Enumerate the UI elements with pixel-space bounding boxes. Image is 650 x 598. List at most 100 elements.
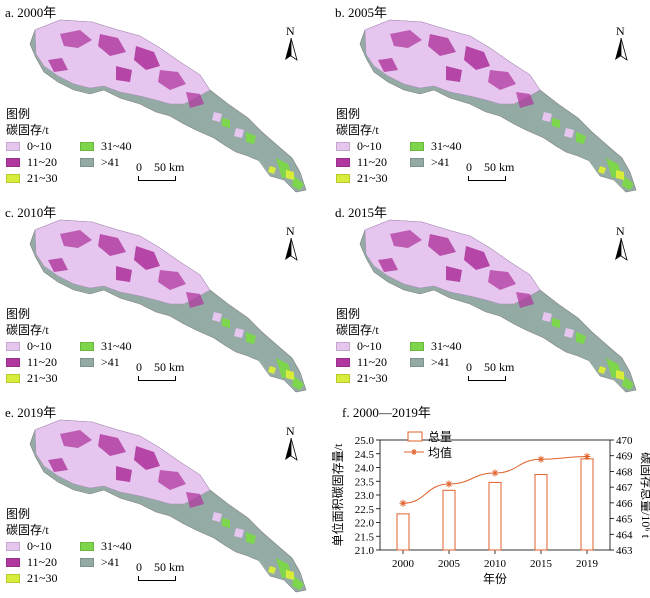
legend-unit: 碳固存/t	[6, 523, 49, 537]
legend-item: 31~40	[80, 138, 142, 154]
north-label: N	[616, 24, 625, 38]
line-point	[491, 469, 499, 477]
scale-zero: 0	[466, 160, 472, 174]
chart-title: f. 2000—2019年	[342, 405, 431, 420]
map-legend: 图例 碳固存/t 0~10 31~40 11~20 >41 21~30	[336, 106, 472, 186]
y-right-tick-label: 467	[616, 482, 633, 494]
scale-zero: 0	[136, 560, 142, 574]
x-tick-label: 2019	[576, 558, 599, 570]
scale-label: 50 km	[154, 360, 185, 374]
scale-bar: 0 50 km	[466, 360, 526, 382]
north-arrow-icon: N	[283, 24, 303, 66]
y-right-tick-label: 470	[616, 435, 633, 447]
legend-item: 0~10	[6, 138, 68, 154]
panel-title: c. 2010年	[5, 205, 57, 220]
legend-item: 11~20	[6, 554, 68, 570]
x-tick-label: 2015	[530, 558, 553, 570]
legend-item: 31~40	[80, 538, 142, 554]
legend-unit: 碳固存/t	[336, 123, 379, 137]
chart-panel: f. 2000—2019年 21.0 21.5 22.0 22.5 23.0 23.5 24…	[330, 400, 650, 596]
bar-total	[396, 513, 410, 551]
map-legend: 图例 碳固存/t 0~10 31~40 11~20 >41 21~30	[6, 106, 142, 186]
y-right-tick-label: 468	[616, 466, 633, 478]
y-right-tick-label: 463	[616, 545, 633, 557]
legend-label-mean: 均值	[428, 445, 452, 460]
legend-item: 21~30	[6, 170, 68, 186]
region-map	[29, 219, 307, 393]
map-panel: b. 2005年 N 图例 碳固存/t 0~10 31~40 11~20 >41…	[330, 0, 650, 198]
scale-bar: 0 50 km	[136, 360, 196, 382]
legend-item: >41	[80, 554, 142, 570]
y-left-tick-label: 24.0	[355, 463, 375, 475]
y-right-tick-label: 464	[616, 529, 633, 541]
north-label: N	[286, 424, 295, 438]
map-panel: c. 2010年 N 图例 碳固存/t 0~10 31~40 11~20 >41…	[0, 200, 320, 398]
panel-title: a. 2000年	[5, 5, 57, 20]
map-legend: 图例 碳固存/t 0~10 31~40 11~20 >41 21~30	[6, 506, 142, 586]
legend-item: 0~10	[6, 338, 68, 354]
north-arrow-icon: N	[613, 224, 633, 266]
legend-item: 11~20	[6, 154, 68, 170]
legend-heading: 图例	[6, 507, 31, 521]
legend-item: >41	[410, 154, 472, 170]
y-left-tick-label: 23.5	[355, 476, 375, 488]
map-panel: a. 2000年 N 图例 碳固存/t 0~10 31~40 11~20 >41…	[0, 0, 320, 198]
map-legend: 图例 碳固存/t 0~10 31~40 11~20 >41 21~30	[6, 306, 142, 386]
bar-total	[534, 474, 548, 551]
y-left-tick-label: 22.5	[355, 504, 375, 516]
north-arrow-icon: N	[283, 424, 303, 466]
line-point	[445, 480, 453, 488]
x-tick-label: 2000	[392, 558, 415, 570]
y-right-axis-label: 碳固存总量/10⁶ t	[639, 452, 650, 539]
y-left-tick-label: 21.0	[355, 545, 375, 557]
legend-heading: 图例	[6, 107, 31, 121]
scale-label: 50 km	[154, 160, 185, 174]
scale-zero: 0	[136, 360, 142, 374]
legend-item: 21~30	[6, 370, 68, 386]
legend-item: 0~10	[336, 138, 398, 154]
scale-label: 50 km	[484, 360, 515, 374]
y-left-tick-label: 25.0	[355, 435, 375, 447]
north-label: N	[286, 24, 295, 38]
scale-label: 50 km	[154, 560, 185, 574]
north-arrow-icon: N	[613, 24, 633, 66]
map-panel: d. 2015年 N 图例 碳固存/t 0~10 31~40 11~20 >41…	[330, 200, 650, 398]
legend-swatch-mean-star	[411, 449, 417, 455]
legend-item: 0~10	[6, 538, 68, 554]
region-map	[29, 19, 307, 193]
scale-bar: 0 50 km	[136, 560, 196, 582]
legend-unit: 碳固存/t	[6, 323, 49, 337]
legend-item: 11~20	[336, 154, 398, 170]
region-map	[359, 19, 637, 193]
panel-title: d. 2015年	[335, 205, 388, 220]
x-axis-label: 年份	[483, 572, 507, 586]
north-label: N	[286, 224, 295, 238]
scale-zero: 0	[466, 360, 472, 374]
legend-item: 0~10	[336, 338, 398, 354]
y-left-tick-label: 24.5	[355, 449, 375, 461]
panel-title: b. 2005年	[335, 5, 388, 20]
y-left-tick-label: 22.0	[355, 518, 375, 530]
legend-item: 11~20	[6, 354, 68, 370]
legend-item: 21~30	[336, 370, 398, 386]
line-bar-chart: 21.0 21.522.0 22.5 23.0 23.524.0 24.5 25.0 463 4…	[330, 430, 650, 586]
y-left-tick-label: 21.5	[355, 531, 375, 543]
scale-zero: 0	[136, 160, 142, 174]
legend-item: 21~30	[336, 170, 398, 186]
map-panel: e. 2019年 N 图例 碳固存/t 0~10 31~40 11~20 >41…	[0, 400, 320, 598]
scale-bar: 0 50 km	[136, 160, 196, 182]
line-point	[583, 453, 591, 460]
legend-item: >41	[410, 354, 472, 370]
y-left-tick-label: 23.0	[355, 490, 375, 502]
y-left-axis-label: 单位面积碳固存量/t	[330, 443, 345, 546]
legend-swatch-total	[407, 431, 423, 442]
legend-unit: 碳固存/t	[6, 123, 49, 137]
region-map	[359, 219, 637, 393]
bar-total	[488, 481, 502, 551]
legend-item: >41	[80, 154, 142, 170]
legend-heading: 图例	[6, 307, 31, 321]
panel-title: e. 2019年	[5, 405, 57, 420]
legend-label-total: 总量	[428, 430, 452, 444]
north-label: N	[616, 224, 625, 238]
legend-item: 21~30	[6, 570, 68, 586]
